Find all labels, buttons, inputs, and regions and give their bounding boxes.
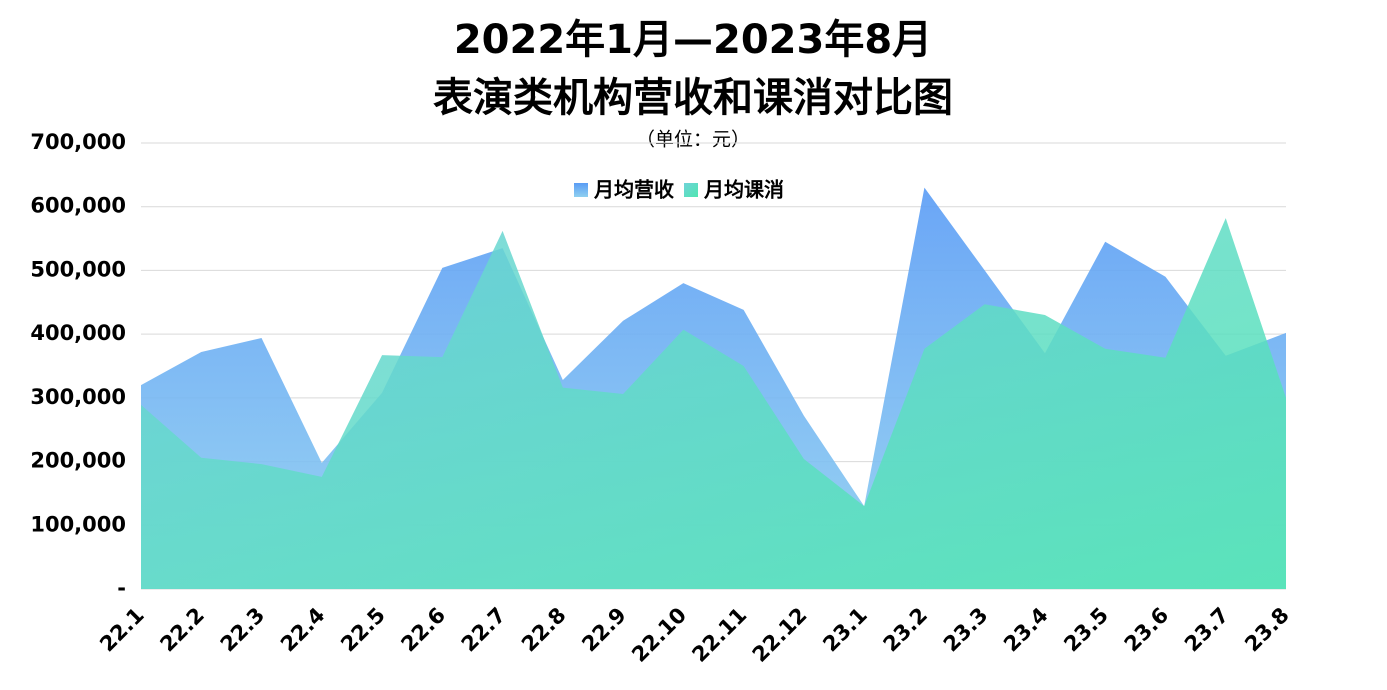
x-tick-label: 22.10 <box>627 603 691 667</box>
x-tick-label: 22.6 <box>396 603 450 657</box>
y-tick-label: 100,000 <box>30 512 126 536</box>
x-tick-label: 22.11 <box>687 603 751 667</box>
chart-subtitle: （单位：元） <box>636 129 750 151</box>
x-tick-label: 22.7 <box>457 603 511 657</box>
y-tick-label: 600,000 <box>30 194 126 218</box>
x-tick-label: 22.5 <box>336 603 390 657</box>
legend-label: 月均课消 <box>703 178 784 202</box>
x-tick-label: 23.5 <box>1059 603 1113 657</box>
x-tick-label: 22.9 <box>577 603 631 657</box>
y-tick-label: - <box>117 576 126 600</box>
legend-swatch <box>684 183 698 197</box>
legend-swatch <box>574 183 588 197</box>
x-tick-label: 23.6 <box>1120 603 1174 657</box>
x-tick-label: 23.7 <box>1180 603 1234 657</box>
x-tick-label: 23.2 <box>879 603 933 657</box>
x-tick-label: 23.1 <box>818 603 872 657</box>
x-tick-label: 22.8 <box>517 603 571 657</box>
y-tick-label: 200,000 <box>30 449 126 473</box>
x-tick-label: 23.3 <box>939 603 993 657</box>
x-tick-label: 22.1 <box>95 603 149 657</box>
x-tick-label: 22.3 <box>216 603 270 657</box>
x-tick-label: 23.8 <box>1240 603 1294 657</box>
chart-title: 表演类机构营收和课消对比图 <box>433 75 953 121</box>
y-tick-label: 400,000 <box>30 321 126 345</box>
x-tick-label: 22.2 <box>155 603 209 657</box>
y-tick-label: 500,000 <box>30 257 126 281</box>
x-tick-label: 22.4 <box>276 603 330 657</box>
legend-label: 月均营收 <box>593 178 674 202</box>
x-tick-label: 22.12 <box>748 603 812 667</box>
chart-title: 2022年1月—2023年8月 <box>454 17 932 63</box>
y-tick-label: 300,000 <box>30 385 126 409</box>
x-tick-label: 23.4 <box>999 603 1053 657</box>
y-tick-label: 700,000 <box>30 130 126 154</box>
area <box>141 218 1286 589</box>
